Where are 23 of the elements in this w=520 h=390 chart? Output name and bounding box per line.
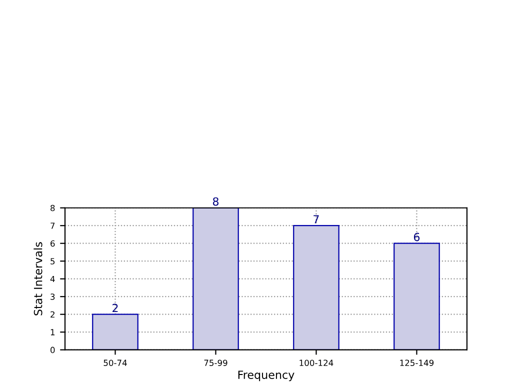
y-tick-label: 2 <box>50 311 54 318</box>
y-tick-label: 8 <box>50 204 55 212</box>
y-tick-label: 0 <box>50 346 55 354</box>
bar <box>92 314 138 350</box>
y-tick-label: 7 <box>50 222 55 229</box>
y-tick-label: 6 <box>50 240 55 247</box>
y-tick-label: 1 <box>50 329 55 336</box>
y-tick-label: 3 <box>50 294 55 300</box>
y-tick-label: 5 <box>50 258 55 264</box>
bar <box>192 208 239 350</box>
data-label: 6 <box>414 232 420 242</box>
x-tick-label: 50-74 <box>104 360 127 366</box>
x-tick-label: 100-124 <box>300 360 334 366</box>
data-label: 7 <box>314 215 319 224</box>
bar <box>394 242 440 350</box>
x-axis-title: Frequency <box>238 370 294 382</box>
y-axis-title: Stat Intervals <box>34 242 42 316</box>
x-tick-label: 125-149 <box>400 360 434 366</box>
x-tick-label: 75-99 <box>204 360 228 366</box>
data-label: 2 <box>112 304 118 312</box>
data-label: 8 <box>212 197 219 206</box>
bar <box>293 225 340 350</box>
y-tick-label: 4 <box>50 276 55 282</box>
